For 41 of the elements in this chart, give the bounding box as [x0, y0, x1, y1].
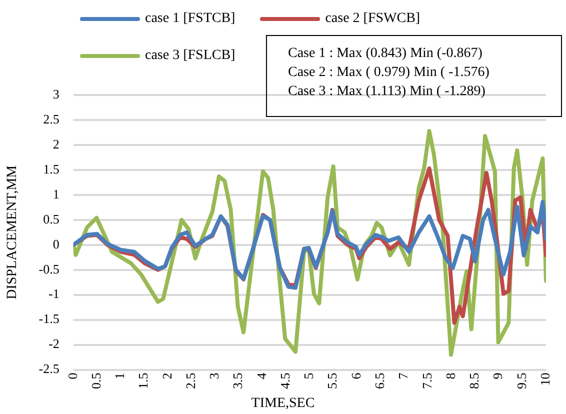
y-axis-title: DISPLACEMENT,MM: [5, 164, 20, 300]
y-tick-label: -2.5: [38, 361, 60, 376]
x-tick-label: 3.5: [230, 372, 246, 389]
x-tick-label: 6: [348, 372, 364, 380]
legend-label: case 3 [FSLCB]: [145, 48, 236, 64]
x-tick-label: 7: [396, 372, 411, 380]
x-tick-label: 4.5: [277, 372, 292, 389]
x-tick-label: 1.5: [136, 372, 151, 389]
annotation: Case 3 : Max (1.113) Min ( -1.289): [288, 83, 486, 101]
x-tick-label: 10: [537, 372, 552, 386]
y-tick-label: 0: [52, 236, 60, 252]
x-tick-label: 0.5: [88, 372, 104, 389]
x-tick-label: 4: [254, 372, 269, 380]
legend-label: case 2 [FSWCB]: [325, 10, 420, 26]
x-tick-label: 9: [490, 372, 506, 380]
legend-label: case 1 [FSTCB]: [145, 10, 236, 26]
x-tick-label: 9.5: [514, 372, 529, 389]
x-tick-label: 6.5: [372, 372, 388, 389]
x-tick-label: 8: [442, 372, 458, 380]
x-tick-label: 5.5: [324, 372, 340, 389]
text: Case 2 : Max ( 0.979) Min ( -1.576): [288, 64, 490, 82]
y-tick-label: -1: [48, 286, 60, 302]
x-tick-label: 2.5: [182, 372, 198, 389]
y-tick-label: 0.5: [43, 211, 60, 226]
x-tick-label: 0: [64, 372, 80, 380]
y-tick-label: -2: [48, 336, 60, 352]
y-tick-label: 2: [52, 136, 60, 152]
x-tick-label: 3: [206, 372, 222, 380]
y-tick-label: 1: [52, 186, 60, 202]
x-tick-label: 8.5: [466, 372, 482, 389]
x-axis-title: TIME,SEC: [250, 396, 316, 412]
x-tick-label: 7.5: [419, 372, 434, 389]
x-tick-label: 5: [301, 372, 316, 380]
y-tick-label: 3: [52, 86, 60, 102]
text: Case 1 : Max (0.843) Min (-0.867): [288, 45, 484, 63]
y-tick-label: 1.5: [43, 161, 60, 176]
y-tick-label: 2.5: [43, 111, 60, 126]
x-tick-label: 1: [112, 372, 128, 380]
y-tick-label: -0.5: [38, 261, 60, 276]
y-tick-label: -1.5: [38, 311, 60, 326]
x-tick-label: 2: [159, 372, 174, 380]
